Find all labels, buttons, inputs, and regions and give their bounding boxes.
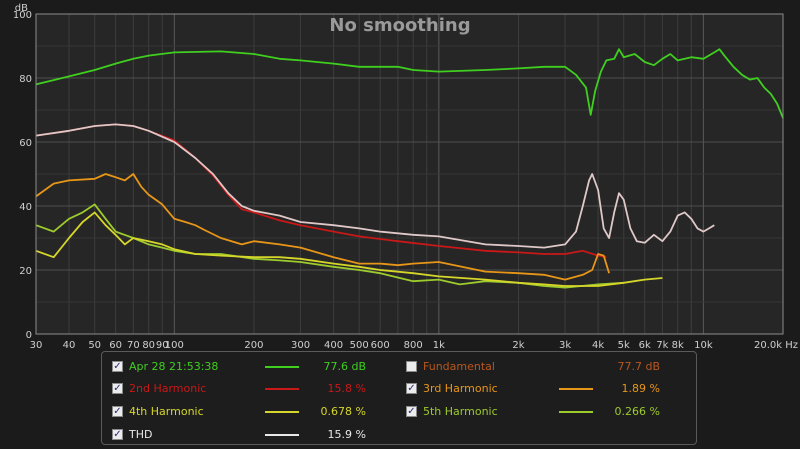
legend-value: 1.89 % bbox=[621, 382, 660, 395]
legend-swatch bbox=[265, 411, 299, 413]
series-line-thd bbox=[35, 123, 715, 249]
legend-item-measurement[interactable]: ✓ Apr 28 21:53:38 77.6 dB bbox=[112, 358, 392, 376]
x-tick-label: 50 bbox=[88, 340, 101, 351]
checkbox[interactable]: ✓ bbox=[406, 361, 417, 372]
legend-value: 0.678 % bbox=[320, 405, 366, 418]
legend-value: 77.6 dB bbox=[323, 360, 366, 373]
legend-label: 4th Harmonic bbox=[129, 405, 204, 418]
legend-item-fundamental[interactable]: ✓ Fundamental 77.7 dB bbox=[406, 358, 686, 376]
x-tick-label: 2k bbox=[512, 340, 524, 351]
legend-swatch bbox=[559, 411, 593, 413]
legend-swatch bbox=[265, 366, 299, 368]
x-tick-label: 800 bbox=[404, 340, 423, 351]
legend-label: 3rd Harmonic bbox=[423, 382, 498, 395]
legend-panel: ✓ Apr 28 21:53:38 77.6 dB ✓ Fundamental … bbox=[101, 351, 697, 445]
legend-item-2nd-harmonic[interactable]: ✓ 2nd Harmonic 15.8 % bbox=[112, 380, 392, 398]
checkbox[interactable]: ✓ bbox=[112, 383, 123, 394]
x-tick-label: 6k bbox=[639, 340, 651, 351]
y-tick-label: 20 bbox=[19, 266, 32, 277]
checkbox[interactable]: ✓ bbox=[112, 361, 123, 372]
x-tick-label: 600 bbox=[371, 340, 390, 351]
x-tick-label: 80 bbox=[142, 340, 155, 351]
x-tick-label: 200 bbox=[244, 340, 263, 351]
x-tick-label: 30 bbox=[30, 340, 43, 351]
checkbox[interactable]: ✓ bbox=[112, 406, 123, 417]
series-line-measurement bbox=[35, 48, 784, 119]
legend-value: 15.8 % bbox=[327, 382, 366, 395]
x-tick-label: 10k bbox=[694, 340, 713, 351]
x-tick-label: 90 bbox=[156, 340, 169, 351]
x-tick-label: 20.0k Hz bbox=[754, 340, 798, 351]
legend-label: Fundamental bbox=[423, 360, 495, 373]
plot-border bbox=[35, 13, 784, 335]
x-tick-label: 3k bbox=[559, 340, 571, 351]
x-tick-label: 1k bbox=[433, 340, 445, 351]
legend-swatch bbox=[559, 388, 593, 390]
legend-item-5th-harmonic[interactable]: ✓ 5th Harmonic 0.266 % bbox=[406, 403, 686, 421]
x-tick-label: 500 bbox=[350, 340, 369, 351]
legend-value: 0.266 % bbox=[614, 405, 660, 418]
y-tick-label: 100 bbox=[13, 10, 32, 21]
x-tick-label: 40 bbox=[63, 340, 76, 351]
legend-label: Apr 28 21:53:38 bbox=[129, 360, 219, 373]
x-tick-label: 8k bbox=[672, 340, 684, 351]
legend-label: THD bbox=[129, 428, 153, 441]
legend-value: 15.9 % bbox=[327, 428, 366, 441]
x-tick-label: 300 bbox=[291, 340, 310, 351]
series-line-3rd-harmonic bbox=[35, 173, 610, 281]
y-axis-unit: dB bbox=[15, 3, 28, 14]
series-line-4th-harmonic bbox=[35, 211, 663, 287]
x-tick-label: 5k bbox=[618, 340, 630, 351]
y-tick-label: 0 bbox=[26, 330, 32, 341]
x-tick-label: 4k bbox=[592, 340, 604, 351]
y-tick-label: 40 bbox=[19, 202, 32, 213]
checkbox[interactable]: ✓ bbox=[112, 429, 123, 440]
legend-swatch bbox=[265, 388, 299, 390]
legend-item-3rd-harmonic[interactable]: ✓ 3rd Harmonic 1.89 % bbox=[406, 380, 686, 398]
y-tick-label: 80 bbox=[19, 74, 32, 85]
legend-swatch bbox=[265, 434, 299, 436]
x-tick-label: 100 bbox=[165, 340, 184, 351]
legend-label: 5th Harmonic bbox=[423, 405, 498, 418]
x-tick-label: 400 bbox=[324, 340, 343, 351]
legend-item-thd[interactable]: ✓ THD 15.9 % bbox=[112, 426, 392, 444]
x-tick-label: 7k bbox=[656, 340, 668, 351]
y-tick-label: 60 bbox=[19, 138, 32, 149]
x-tick-label: 70 bbox=[127, 340, 140, 351]
checkbox[interactable]: ✓ bbox=[406, 383, 417, 394]
x-tick-label: 60 bbox=[109, 340, 122, 351]
checkbox[interactable]: ✓ bbox=[406, 406, 417, 417]
chart-title: No smoothing bbox=[329, 15, 470, 36]
legend-item-4th-harmonic[interactable]: ✓ 4th Harmonic 0.678 % bbox=[112, 403, 392, 421]
legend-value: 77.7 dB bbox=[617, 360, 660, 373]
legend-label: 2nd Harmonic bbox=[129, 382, 207, 395]
series-layer bbox=[35, 48, 784, 289]
